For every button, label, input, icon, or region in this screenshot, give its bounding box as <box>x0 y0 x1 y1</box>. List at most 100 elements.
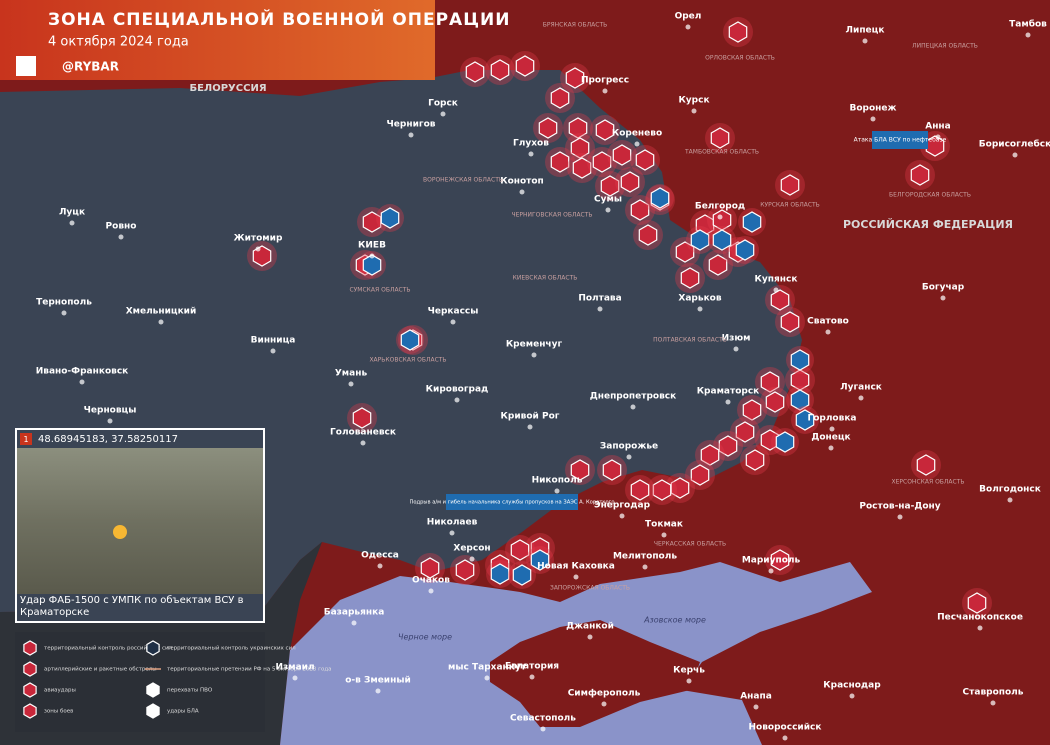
icon-hex <box>916 454 936 476</box>
city-dot <box>601 701 607 707</box>
icon-hex <box>23 661 37 677</box>
icon-hex <box>570 459 590 481</box>
city-dot <box>935 134 941 140</box>
city-label: Джанкой <box>566 622 614 632</box>
city-label: Орел <box>675 12 702 22</box>
legend-text: артиллерийские и ракетные обстрелы <box>44 666 157 673</box>
city-label: Токмак <box>645 520 683 530</box>
region-label: ХЕРСОНСКАЯ ОБЛАСТЬ <box>892 479 965 486</box>
icon-hex <box>146 703 160 719</box>
city-dot <box>858 395 864 401</box>
icon-hex <box>630 199 650 221</box>
city-label: Измаил <box>275 663 314 673</box>
city-label: Мелитополь <box>613 552 677 562</box>
city-dot <box>782 735 788 741</box>
city-dot <box>449 530 455 536</box>
city-dot <box>602 88 608 94</box>
city-dot <box>897 514 903 520</box>
city-label: Днепропетровск <box>590 392 676 402</box>
region-label: ТАМБОВСКАЯ ОБЛАСТЬ <box>684 149 759 156</box>
icon-hex <box>742 211 762 233</box>
icon-hex <box>550 87 570 109</box>
city-label: Кривой Рог <box>501 412 560 422</box>
city-dot <box>158 319 164 325</box>
city-dot <box>360 440 366 446</box>
icon-hex <box>572 157 592 179</box>
icon-hex <box>765 391 785 413</box>
city-dot <box>587 634 593 640</box>
city-label: Краснодар <box>823 681 881 691</box>
region-label: ВОРОНЕЖСКАЯ ОБЛАСТЬ <box>423 177 503 184</box>
city-dot <box>1025 32 1031 38</box>
city-label: Черкассы <box>428 307 479 317</box>
icons <box>247 17 992 618</box>
coords: 48.68945183, 37.58250117 <box>38 434 178 445</box>
city-label: Волгодонск <box>979 485 1041 495</box>
city-dot <box>990 700 996 706</box>
region-label: ЧЕРКАССКАЯ ОБЛАСТЬ <box>654 541 726 548</box>
sea-label: Азовское море <box>643 616 706 625</box>
icon-hex <box>570 137 590 159</box>
city-label: Николаев <box>427 518 478 528</box>
city-label: Конотоп <box>500 177 544 187</box>
icon-hex <box>635 149 655 171</box>
city-label: Кременчуг <box>506 340 563 350</box>
legend-bg <box>15 632 265 732</box>
city-dot <box>626 454 632 460</box>
city-label: Винница <box>251 336 296 346</box>
city-label: Хмельницкий <box>126 307 197 317</box>
city-dot <box>351 620 357 626</box>
annotation-bg <box>446 494 578 510</box>
city-label: Новороссийск <box>749 723 822 733</box>
legend-text: территориальные претензии РФ на 5 октябр… <box>167 667 332 673</box>
icon-hex <box>612 144 632 166</box>
region-label: СУМСКАЯ ОБЛАСТЬ <box>349 287 410 294</box>
city-label: Прогресс <box>581 76 629 86</box>
city-dot <box>829 426 835 432</box>
city-label: Полтава <box>578 294 621 304</box>
legend-text: территориальный контроль украинских сил <box>167 645 296 652</box>
date: 4 октября 2024 года <box>48 35 189 50</box>
city-dot <box>348 381 354 387</box>
city-label: Кировоград <box>426 385 489 395</box>
city-label: Симферополь <box>568 689 641 699</box>
icon-hex <box>602 459 622 481</box>
city-dot <box>940 295 946 301</box>
icon-hex <box>790 389 810 411</box>
city-dot <box>686 678 692 684</box>
icon-hex <box>712 229 732 251</box>
city-label: Тамбов <box>1009 19 1047 30</box>
city-dot <box>440 111 446 117</box>
icon-hex <box>710 127 730 149</box>
city-label: Сумы <box>594 195 622 205</box>
icon-hex <box>775 431 795 453</box>
city-dot <box>828 445 834 451</box>
city-label: Купянск <box>755 275 798 285</box>
icon-hex <box>362 254 382 276</box>
city-dot <box>292 675 298 681</box>
icon-hex <box>760 371 780 393</box>
city-dot <box>428 588 434 594</box>
icon-hex <box>595 119 615 141</box>
city-dot <box>849 693 855 699</box>
city-dot <box>531 352 537 358</box>
city-label: Очаков <box>412 576 450 586</box>
badge: 1 <box>23 435 28 444</box>
city-label: Запорожье <box>600 442 658 452</box>
city-label: Одесса <box>361 551 399 561</box>
icon-hex <box>23 640 37 656</box>
city-dot <box>630 404 636 410</box>
icon-hex <box>770 549 790 571</box>
region-label: ОРЛОВСКАЯ ОБЛАСТЬ <box>705 55 775 62</box>
city-dot <box>540 726 546 732</box>
city-label: Горловка <box>807 414 856 424</box>
region-label: ЛИПЕЦКАЯ ОБЛАСТЬ <box>912 43 978 50</box>
icon-hex <box>708 254 728 276</box>
annotation: Подрыв а/м и гибель начальника службы пр… <box>409 500 614 506</box>
city-label: Курск <box>678 96 709 106</box>
icon-hex <box>510 539 530 561</box>
city-dot <box>554 488 560 494</box>
icon-hex <box>490 563 510 585</box>
city-label: Керчь <box>673 666 705 676</box>
